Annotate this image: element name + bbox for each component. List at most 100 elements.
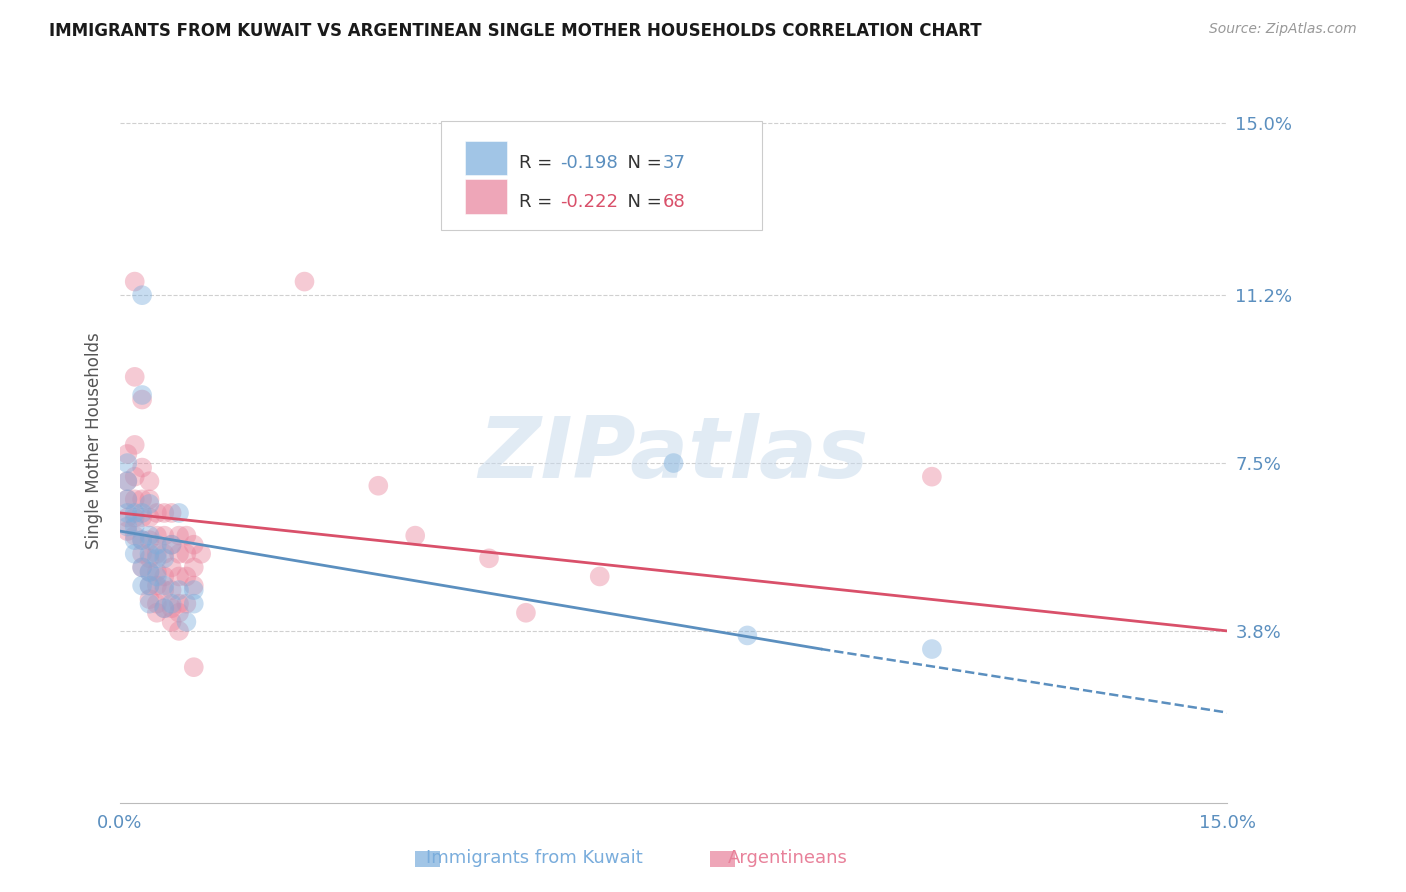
Point: [176, 547, 198, 561]
Point: [146, 569, 169, 583]
Point: [131, 560, 153, 574]
Point: [138, 492, 160, 507]
Point: [146, 506, 169, 520]
Point: [124, 275, 146, 289]
Point: [160, 597, 183, 611]
Text: Immigrants from Kuwait: Immigrants from Kuwait: [426, 849, 643, 867]
Text: R =: R =: [519, 194, 558, 211]
Point: [138, 592, 160, 607]
Point: [160, 601, 183, 615]
Point: [131, 392, 153, 407]
Point: [146, 547, 169, 561]
Point: [138, 565, 160, 579]
Point: [183, 560, 205, 574]
Y-axis label: Single Mother Households: Single Mother Households: [86, 332, 103, 549]
Point: [138, 578, 160, 592]
Point: [190, 547, 212, 561]
Point: [153, 569, 176, 583]
Point: [921, 642, 943, 657]
Point: [176, 597, 198, 611]
Point: [167, 506, 190, 520]
Point: [167, 624, 190, 638]
Text: N =: N =: [616, 154, 668, 172]
Point: [153, 506, 176, 520]
Point: [153, 551, 176, 566]
Point: [146, 538, 169, 552]
Point: [124, 547, 146, 561]
Point: [138, 551, 160, 566]
Point: [294, 275, 316, 289]
Point: [160, 615, 183, 629]
Bar: [415, 851, 440, 867]
Point: [153, 547, 176, 561]
Point: [183, 578, 205, 592]
Point: [167, 569, 190, 583]
Point: [176, 615, 198, 629]
FancyBboxPatch shape: [441, 121, 762, 230]
Point: [124, 519, 146, 533]
Point: [662, 456, 685, 470]
Point: [160, 538, 183, 552]
Point: [124, 506, 146, 520]
Point: [131, 533, 153, 548]
Point: [138, 497, 160, 511]
Point: [131, 560, 153, 574]
Point: [183, 597, 205, 611]
Bar: [710, 851, 735, 867]
Point: [160, 538, 183, 552]
Point: [138, 528, 160, 542]
Point: [153, 583, 176, 598]
Point: [146, 606, 169, 620]
Point: [367, 479, 389, 493]
Point: [146, 528, 169, 542]
Point: [160, 506, 183, 520]
Point: [138, 474, 160, 488]
Point: [921, 469, 943, 483]
Point: [183, 538, 205, 552]
Point: [124, 492, 146, 507]
Point: [124, 369, 146, 384]
Point: [515, 606, 537, 620]
Point: [131, 506, 153, 520]
Point: [167, 606, 190, 620]
Point: [176, 528, 198, 542]
Point: [404, 528, 426, 542]
Point: [146, 597, 169, 611]
Point: [117, 474, 139, 488]
Text: ZIPatlas: ZIPatlas: [478, 413, 869, 496]
Text: -0.198: -0.198: [561, 154, 619, 172]
Point: [160, 583, 183, 598]
Point: [146, 565, 169, 579]
Point: [153, 601, 176, 615]
Point: [131, 533, 153, 548]
Text: Source: ZipAtlas.com: Source: ZipAtlas.com: [1209, 22, 1357, 37]
Point: [124, 469, 146, 483]
Point: [117, 492, 139, 507]
Point: [737, 628, 759, 642]
Point: [131, 547, 153, 561]
Point: [131, 578, 153, 592]
Text: 68: 68: [662, 194, 685, 211]
Point: [146, 551, 169, 566]
Point: [117, 474, 139, 488]
Point: [183, 583, 205, 598]
Point: [176, 569, 198, 583]
Point: [167, 583, 190, 598]
Text: -0.222: -0.222: [561, 194, 619, 211]
Point: [183, 660, 205, 674]
Point: [131, 492, 153, 507]
Point: [117, 456, 139, 470]
Point: [138, 578, 160, 592]
Point: [146, 578, 169, 592]
Point: [138, 597, 160, 611]
Point: [131, 388, 153, 402]
Point: [131, 288, 153, 302]
Point: [167, 528, 190, 542]
Point: [117, 506, 139, 520]
Point: [138, 533, 160, 548]
FancyBboxPatch shape: [465, 141, 508, 176]
Point: [117, 524, 139, 538]
Point: [138, 565, 160, 579]
Point: [131, 460, 153, 475]
Point: [124, 528, 146, 542]
